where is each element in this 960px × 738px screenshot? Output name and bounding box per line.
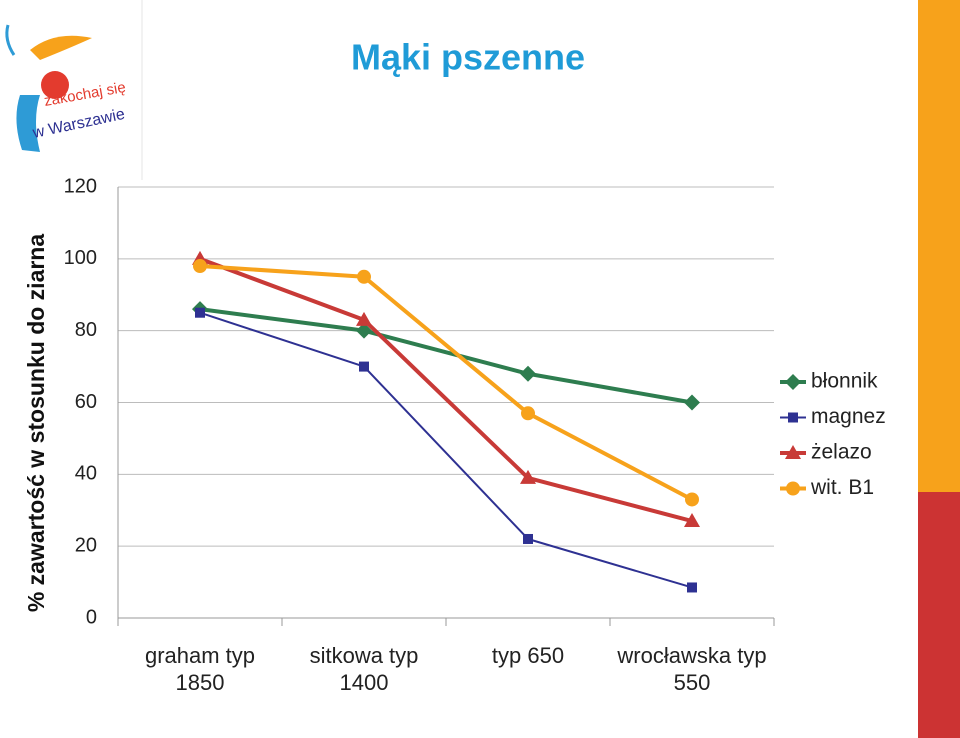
y-tick-label: 80: [75, 319, 97, 341]
marker: [193, 259, 207, 274]
x-tick-label: wrocławska typ 550: [617, 643, 767, 695]
side-bar-orange: [918, 0, 960, 492]
side-bar-red: [918, 492, 960, 738]
marker: [520, 469, 536, 484]
legend-marker: [786, 481, 800, 496]
marker: [195, 307, 205, 318]
legend-label: żelazo: [811, 441, 872, 464]
y-tick-label: 0: [86, 606, 97, 628]
legend-label: błonnik: [811, 370, 878, 393]
marker: [684, 513, 700, 528]
y-tick-label: 60: [75, 391, 97, 413]
marker: [520, 365, 536, 382]
marker: [687, 582, 697, 593]
x-tick-label: typ 650: [491, 643, 565, 668]
legend-marker: [785, 374, 801, 390]
series-line: [199, 256, 693, 523]
marker: [356, 311, 372, 326]
legend-label: wit. B1: [810, 476, 874, 499]
chart-title: Mąki pszenne: [351, 37, 585, 78]
y-tick-label: 120: [64, 175, 97, 197]
series-line: [199, 311, 693, 589]
x-tick-label: graham typ 1850: [144, 643, 256, 695]
legend-marker: [785, 445, 801, 459]
y-tick-label: 100: [64, 247, 97, 269]
marker: [356, 322, 372, 339]
legend-marker: [788, 412, 798, 423]
series-line: [199, 307, 693, 405]
marker: [684, 394, 700, 411]
marker: [685, 492, 699, 507]
logo-text: w Warszawie: [30, 106, 126, 142]
marker: [521, 406, 535, 421]
legend-label: magnez: [811, 405, 886, 428]
y-tick-label: 40: [75, 463, 97, 485]
marker: [359, 361, 369, 372]
logo: zakochaj się w Warszawie: [5, 24, 127, 152]
y-tick-label: 20: [75, 534, 97, 556]
y-axis-label: % zawartość w stosunku do ziarna: [23, 234, 49, 613]
marker: [357, 269, 371, 284]
series-line: [199, 264, 693, 502]
x-tick-label: sitkowa typ 1400: [309, 643, 419, 695]
marker: [523, 533, 533, 544]
